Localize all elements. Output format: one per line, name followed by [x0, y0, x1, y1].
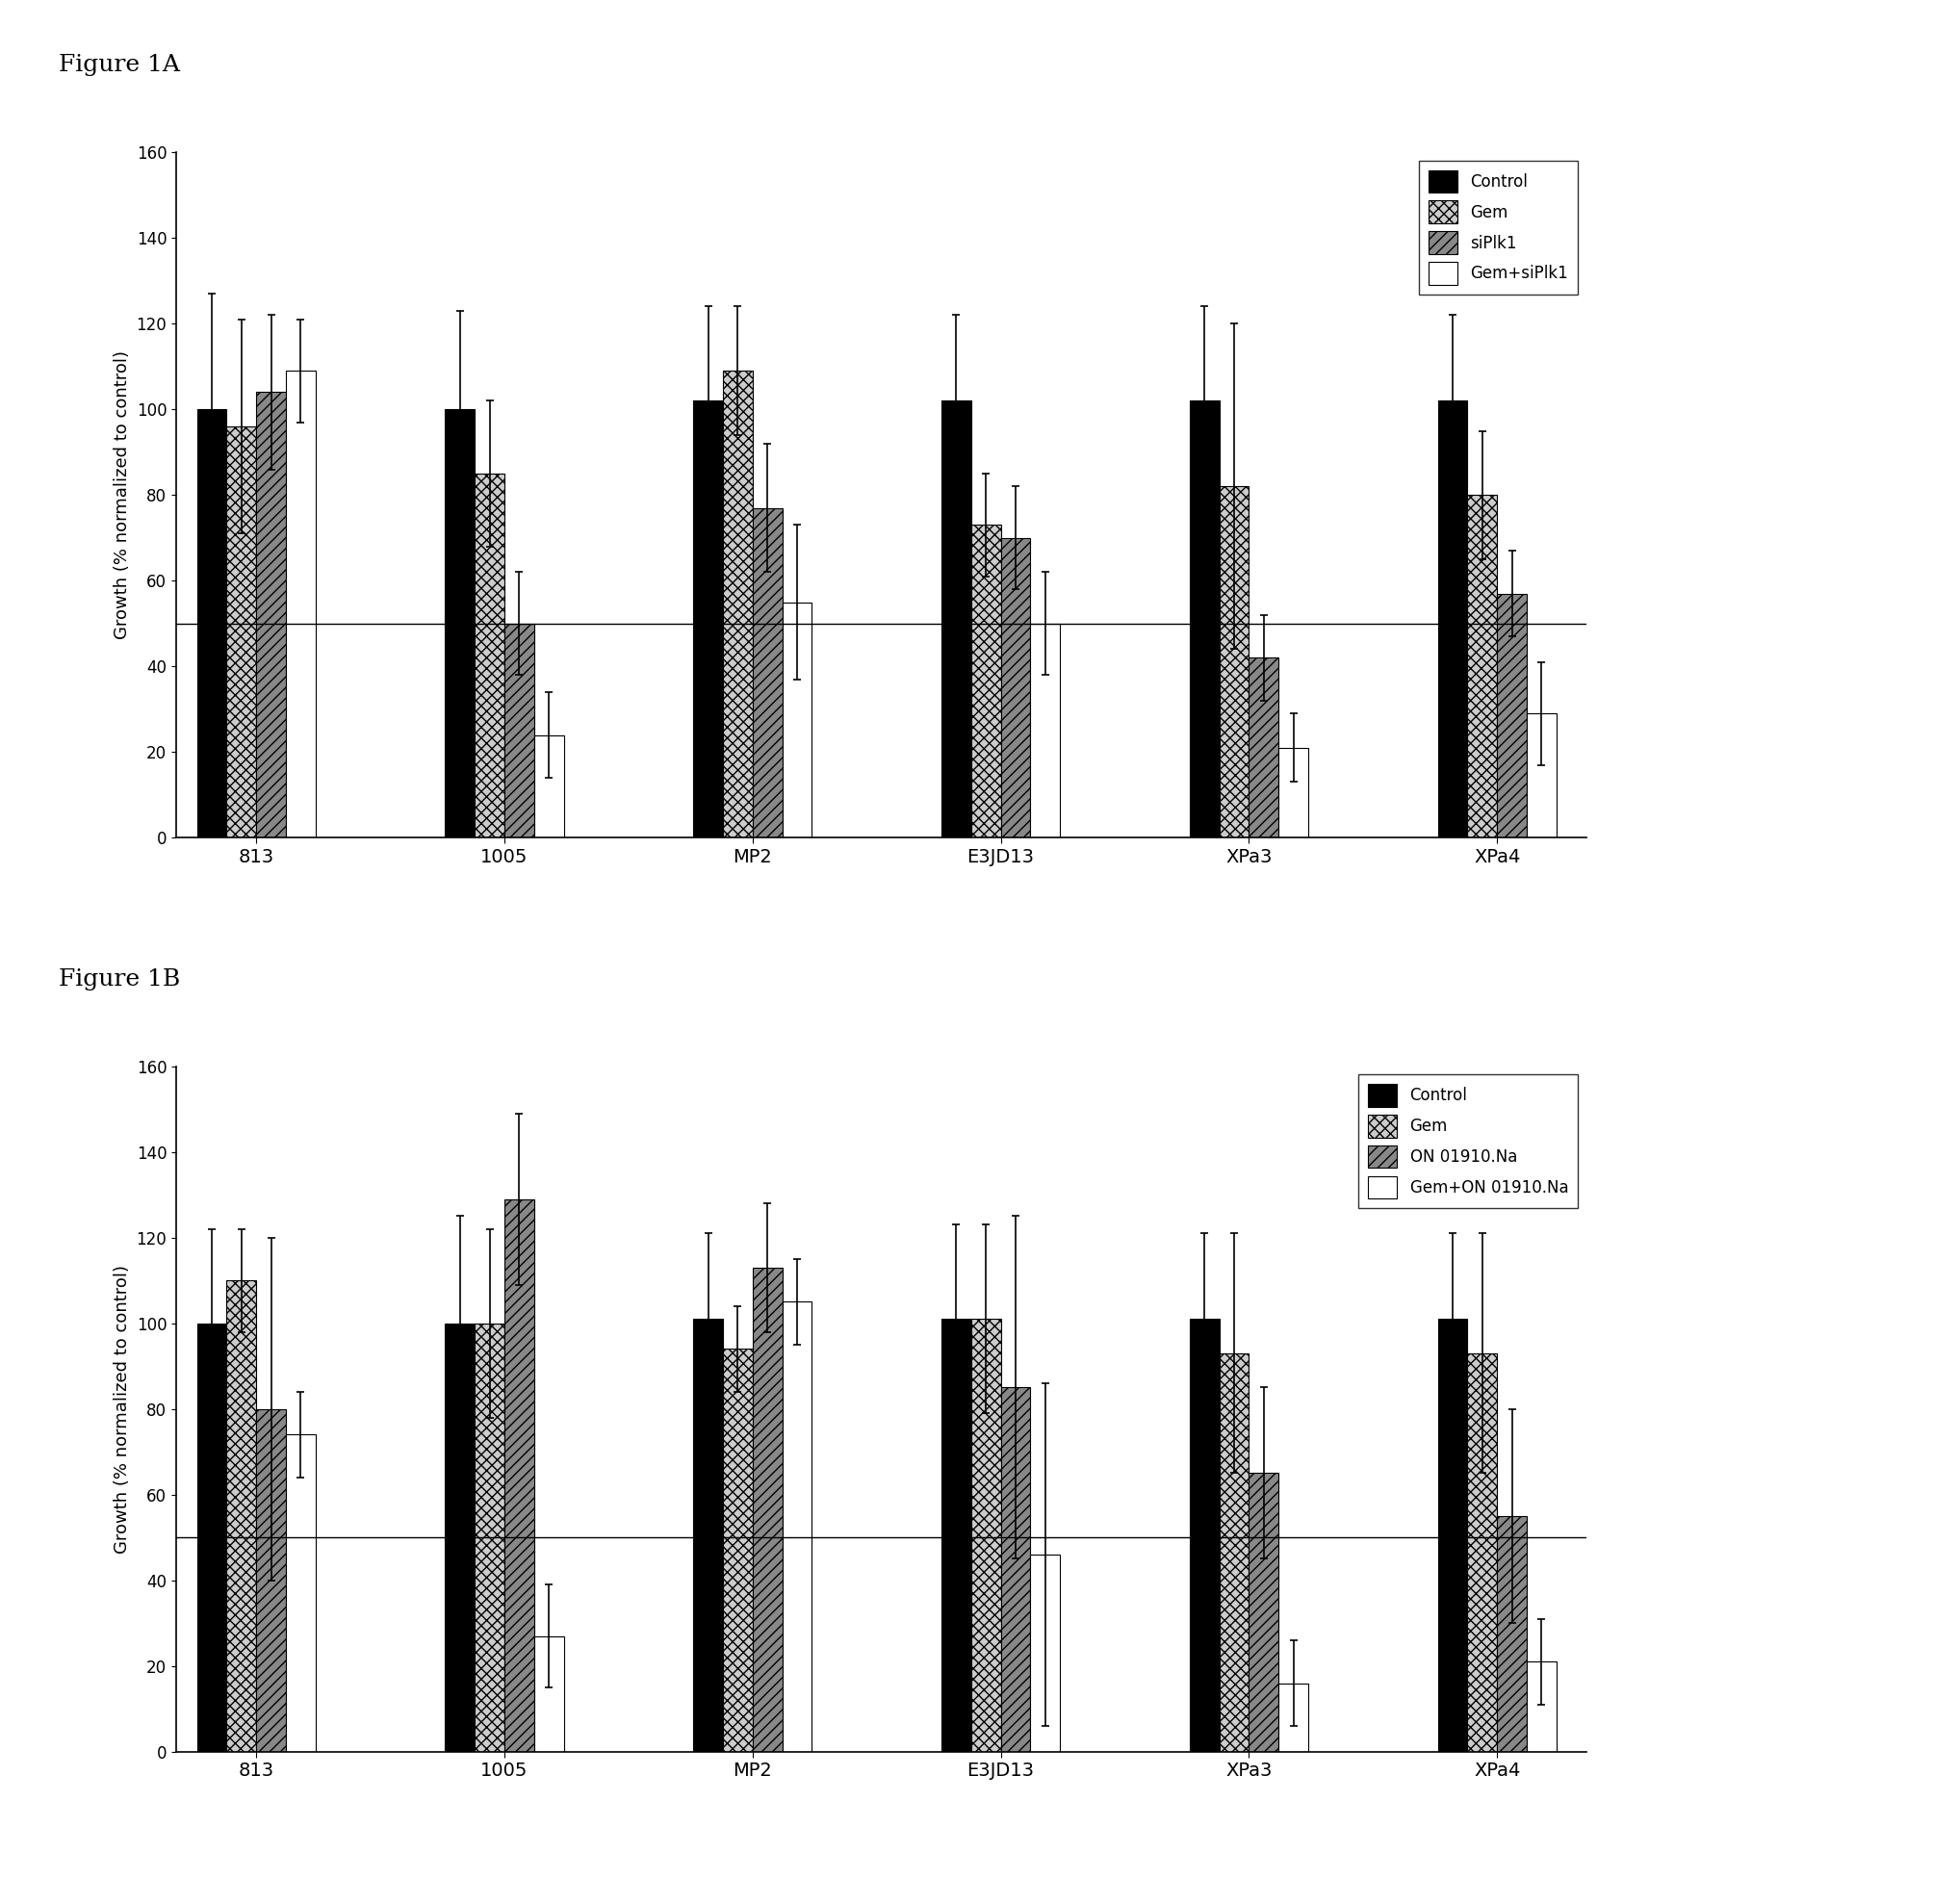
Bar: [1249, 1474, 1279, 1752]
Bar: [1220, 486, 1249, 838]
Bar: [1190, 400, 1220, 838]
Bar: [1498, 594, 1527, 838]
Bar: [1498, 1516, 1527, 1752]
Bar: [535, 1636, 564, 1752]
Text: Figure 1B: Figure 1B: [59, 967, 180, 990]
Legend: Control, Gem, ON 01910.Na, Gem+ON 01910.Na: Control, Gem, ON 01910.Na, Gem+ON 01910.…: [1359, 1074, 1578, 1209]
Bar: [474, 474, 505, 838]
Bar: [227, 1279, 256, 1752]
Bar: [286, 371, 315, 838]
Bar: [723, 371, 752, 838]
Bar: [505, 623, 535, 838]
Bar: [693, 400, 723, 838]
Bar: [1220, 1354, 1249, 1752]
Bar: [1279, 1683, 1308, 1752]
Bar: [723, 1348, 752, 1752]
Text: Figure 1A: Figure 1A: [59, 53, 180, 76]
Bar: [942, 1319, 971, 1752]
Bar: [942, 400, 971, 838]
Bar: [1030, 623, 1059, 838]
Bar: [1467, 1354, 1498, 1752]
Bar: [1467, 495, 1498, 838]
Bar: [1437, 1319, 1467, 1752]
Bar: [474, 1323, 505, 1752]
Y-axis label: Growth (% normalized to control): Growth (% normalized to control): [114, 350, 131, 640]
Bar: [227, 426, 256, 838]
Bar: [693, 1319, 723, 1752]
Bar: [1190, 1319, 1220, 1752]
Bar: [752, 508, 781, 838]
Y-axis label: Growth (% normalized to control): Growth (% normalized to control): [114, 1264, 131, 1554]
Bar: [781, 602, 813, 838]
Bar: [256, 392, 286, 838]
Bar: [1001, 1388, 1030, 1752]
Bar: [1437, 400, 1467, 838]
Bar: [198, 409, 227, 838]
Bar: [1279, 748, 1308, 838]
Bar: [752, 1268, 781, 1752]
Bar: [535, 735, 564, 838]
Bar: [444, 409, 474, 838]
Bar: [1527, 1662, 1557, 1752]
Legend: Control, Gem, siPlk1, Gem+siPlk1: Control, Gem, siPlk1, Gem+siPlk1: [1420, 160, 1578, 295]
Bar: [444, 1323, 474, 1752]
Bar: [781, 1302, 813, 1752]
Bar: [971, 1319, 1001, 1752]
Bar: [1527, 714, 1557, 838]
Bar: [286, 1436, 315, 1752]
Bar: [1030, 1554, 1059, 1752]
Bar: [1001, 537, 1030, 838]
Bar: [505, 1200, 535, 1752]
Bar: [256, 1409, 286, 1752]
Bar: [971, 526, 1001, 838]
Bar: [1249, 657, 1279, 838]
Bar: [198, 1323, 227, 1752]
